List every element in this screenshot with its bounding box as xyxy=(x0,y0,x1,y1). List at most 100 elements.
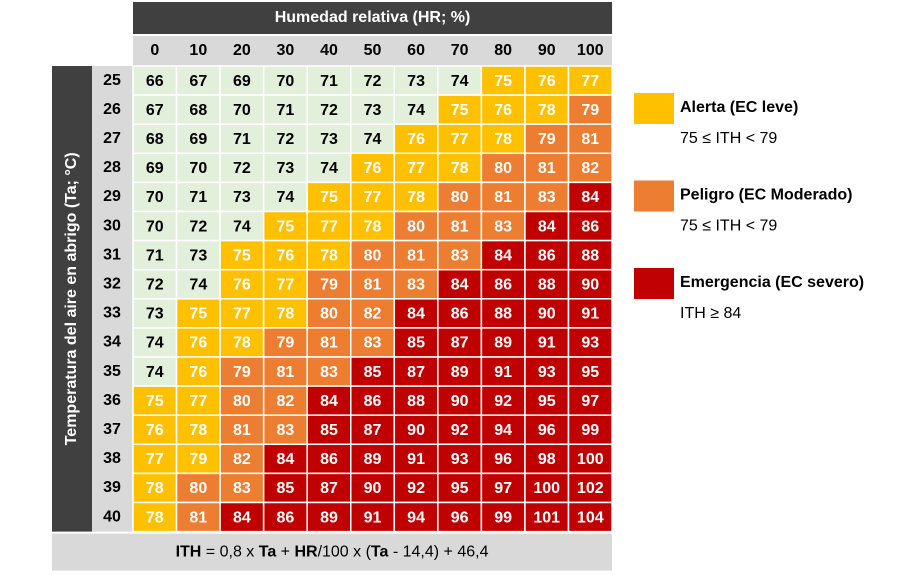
column-label: 10 xyxy=(189,42,207,59)
legend-swatch xyxy=(634,93,674,124)
formula-part: = 0,8 x xyxy=(201,544,258,561)
column-header-bg xyxy=(133,36,613,66)
cell-value: 72 xyxy=(233,160,251,177)
cell-value: 80 xyxy=(364,247,382,264)
cell-value: 72 xyxy=(189,218,207,235)
cell-value: 74 xyxy=(277,189,295,206)
cell xyxy=(262,152,308,184)
cell-value: 85 xyxy=(364,364,382,381)
cell xyxy=(524,268,570,300)
row-label: 33 xyxy=(103,305,121,322)
cell xyxy=(567,94,613,125)
cell-value: 81 xyxy=(494,189,512,206)
row-title-bar xyxy=(52,66,92,532)
cell xyxy=(219,298,265,329)
cell xyxy=(524,298,570,329)
formula-bar xyxy=(52,533,613,571)
cell-value: 80 xyxy=(407,218,425,235)
cell xyxy=(567,268,613,300)
row-label: 38 xyxy=(103,450,121,467)
cell xyxy=(393,181,439,213)
cell xyxy=(132,327,178,358)
cell-value: 100 xyxy=(533,480,560,497)
cell-value: 86 xyxy=(538,247,556,264)
column-label: 70 xyxy=(451,42,469,59)
cell xyxy=(262,356,308,387)
cell-value: 75 xyxy=(146,393,164,410)
legend-title: Alerta (EC leve) xyxy=(680,99,798,116)
cell xyxy=(393,385,439,416)
cell-value: 89 xyxy=(494,335,512,352)
cell xyxy=(262,327,308,358)
cell-value: 78 xyxy=(364,218,382,235)
cell-value: 81 xyxy=(581,131,599,148)
cell-value: 76 xyxy=(233,276,251,293)
cell xyxy=(480,94,526,125)
cell xyxy=(262,239,308,271)
cell-value: 74 xyxy=(146,364,164,381)
cell-value: 98 xyxy=(538,451,556,468)
column-label: 100 xyxy=(577,42,604,59)
cell xyxy=(219,239,265,271)
cell-value: 104 xyxy=(577,509,604,526)
cell-value: 67 xyxy=(146,102,164,119)
cell-value: 81 xyxy=(189,509,207,526)
cell-value: 81 xyxy=(451,218,469,235)
cell xyxy=(393,501,439,533)
cell xyxy=(262,268,308,300)
cell xyxy=(480,65,526,96)
cell-value: 89 xyxy=(451,364,469,381)
cell-value: 84 xyxy=(451,276,469,293)
cell xyxy=(306,298,352,329)
cell-value: 73 xyxy=(189,247,207,264)
cell-value: 67 xyxy=(189,73,207,90)
cell-value: 84 xyxy=(277,451,295,468)
cell-value: 73 xyxy=(407,73,425,90)
cell-value: 70 xyxy=(233,102,251,119)
cell-value: 91 xyxy=(581,306,599,323)
cell-value: 86 xyxy=(277,509,295,526)
cell-value: 82 xyxy=(233,451,251,468)
cell-value: 82 xyxy=(364,306,382,323)
cell-value: 74 xyxy=(189,276,207,293)
cell-value: 78 xyxy=(320,247,338,264)
cell xyxy=(306,94,352,125)
cell xyxy=(306,356,352,387)
cell-value: 96 xyxy=(494,451,512,468)
row-label: 36 xyxy=(103,392,121,409)
cell-value: 84 xyxy=(494,247,512,264)
cell-value: 76 xyxy=(494,102,512,119)
cell xyxy=(567,181,613,213)
cell-value: 75 xyxy=(451,102,469,119)
cell-value: 83 xyxy=(364,335,382,352)
cell-value: 70 xyxy=(189,160,207,177)
cell xyxy=(480,239,526,271)
cell xyxy=(393,443,439,475)
cell-value: 73 xyxy=(233,189,251,206)
cell xyxy=(393,356,439,387)
header-bar xyxy=(133,2,613,34)
cell-value: 92 xyxy=(451,422,469,439)
cell-value: 91 xyxy=(538,335,556,352)
cell-value: 71 xyxy=(189,189,207,206)
column-label: 0 xyxy=(150,42,159,59)
cell xyxy=(524,414,570,446)
cell-value: 99 xyxy=(494,509,512,526)
cell-value: 69 xyxy=(146,160,164,177)
cell-value: 74 xyxy=(451,73,469,90)
cell-value: 85 xyxy=(320,422,338,439)
cell-value: 92 xyxy=(494,393,512,410)
cell xyxy=(262,501,308,533)
cell-value: 100 xyxy=(577,451,604,468)
cell-value: 78 xyxy=(538,102,556,119)
cell-value: 74 xyxy=(146,335,164,352)
cell xyxy=(393,239,439,271)
cell xyxy=(306,268,352,300)
cell-value: 79 xyxy=(277,335,295,352)
cell-value: 81 xyxy=(538,160,556,177)
cell-value: 96 xyxy=(451,509,469,526)
cell-value: 77 xyxy=(320,218,338,235)
cell-value: 86 xyxy=(494,276,512,293)
cell xyxy=(437,472,483,504)
